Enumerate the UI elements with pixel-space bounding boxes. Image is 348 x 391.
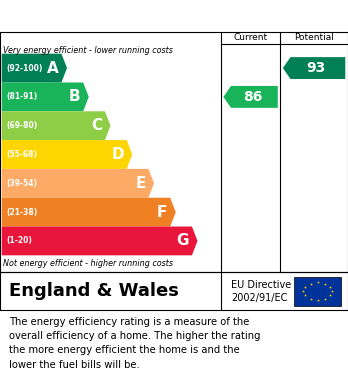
Text: (69-80): (69-80) bbox=[6, 121, 37, 130]
Polygon shape bbox=[2, 111, 111, 140]
Bar bbox=[294, 277, 341, 305]
Polygon shape bbox=[2, 198, 176, 226]
Text: 2002/91/EC: 2002/91/EC bbox=[231, 293, 288, 303]
Text: Current: Current bbox=[234, 33, 268, 42]
Text: G: G bbox=[177, 233, 189, 248]
Polygon shape bbox=[2, 226, 198, 255]
Text: (39-54): (39-54) bbox=[6, 179, 37, 188]
Text: (81-91): (81-91) bbox=[6, 92, 37, 101]
Text: Very energy efficient - lower running costs: Very energy efficient - lower running co… bbox=[3, 46, 173, 55]
Text: The energy efficiency rating is a measure of the
overall efficiency of a home. T: The energy efficiency rating is a measur… bbox=[9, 317, 260, 370]
Text: A: A bbox=[47, 61, 58, 75]
Polygon shape bbox=[223, 86, 278, 108]
Text: C: C bbox=[91, 118, 102, 133]
Text: (21-38): (21-38) bbox=[6, 208, 37, 217]
Polygon shape bbox=[2, 169, 154, 198]
Text: Not energy efficient - higher running costs: Not energy efficient - higher running co… bbox=[3, 258, 174, 267]
Text: (55-68): (55-68) bbox=[6, 150, 37, 159]
Text: 86: 86 bbox=[243, 90, 262, 104]
Text: (1-20): (1-20) bbox=[6, 237, 32, 246]
Polygon shape bbox=[2, 54, 67, 83]
Text: (92-100): (92-100) bbox=[6, 64, 42, 73]
Text: B: B bbox=[69, 90, 80, 104]
Text: D: D bbox=[111, 147, 124, 162]
Text: E: E bbox=[135, 176, 145, 191]
Text: EU Directive: EU Directive bbox=[231, 280, 292, 291]
Text: F: F bbox=[157, 204, 167, 220]
Polygon shape bbox=[2, 140, 132, 169]
Text: England & Wales: England & Wales bbox=[9, 282, 179, 300]
Polygon shape bbox=[283, 57, 345, 79]
Text: 93: 93 bbox=[307, 61, 326, 75]
Text: Energy Efficiency Rating: Energy Efficiency Rating bbox=[9, 9, 219, 24]
Polygon shape bbox=[2, 83, 89, 111]
Text: Potential: Potential bbox=[294, 33, 334, 42]
